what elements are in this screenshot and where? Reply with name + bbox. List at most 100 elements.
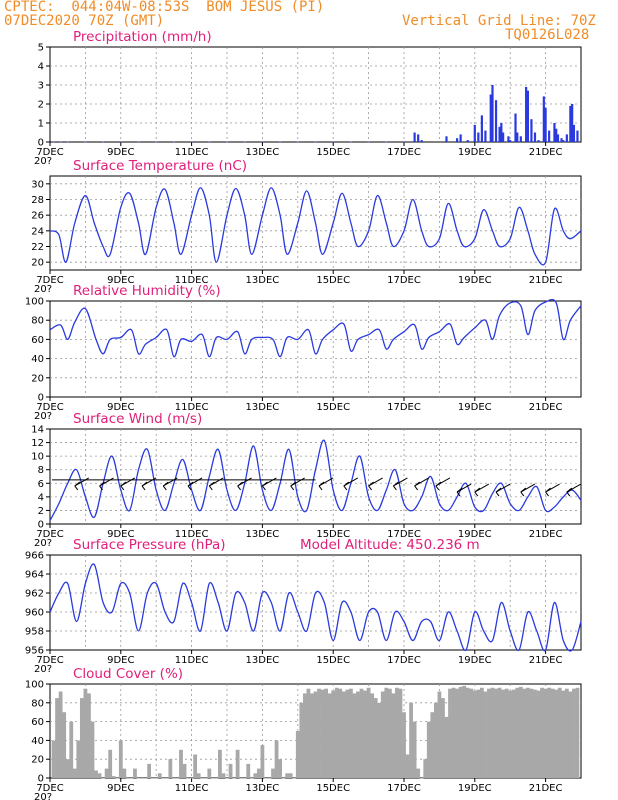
data-bar xyxy=(242,778,247,779)
x-tick-label: 9DEC xyxy=(107,402,134,413)
data-bar xyxy=(143,778,148,779)
data-bar xyxy=(356,691,360,778)
panel-title: Surface Temperature (nC) xyxy=(73,158,247,174)
y-tick-label: 24 xyxy=(31,226,44,237)
y-tick-label: 964 xyxy=(25,570,44,581)
data-bar xyxy=(533,132,537,142)
y-tick-label: 80 xyxy=(31,698,44,709)
header-grid-line: Vertical Grid Line: 70Z xyxy=(402,13,596,29)
data-bar xyxy=(445,136,448,142)
x-tick-label: 7DEC xyxy=(36,655,63,666)
x-tick-label: 19DEC xyxy=(458,529,492,540)
wind-arrow-head xyxy=(343,485,348,491)
data-bar xyxy=(79,698,84,778)
data-bar xyxy=(491,85,494,142)
data-bar xyxy=(423,759,428,778)
x-tick-label: 11DEC xyxy=(175,402,209,413)
data-bar xyxy=(501,689,506,778)
y-tick-label: 40 xyxy=(31,354,44,365)
data-bar xyxy=(564,688,569,778)
data-bar xyxy=(568,691,573,778)
x-tick-label: 21DEC xyxy=(529,529,563,540)
data-bar xyxy=(208,141,211,143)
data-bar xyxy=(487,688,491,778)
wind-arrow-head xyxy=(368,485,373,491)
data-bar xyxy=(395,687,399,778)
wind-arrow-head xyxy=(120,481,127,487)
data-bar xyxy=(554,689,559,778)
x-tick-label: 19DEC xyxy=(458,147,492,158)
data-bar xyxy=(529,688,534,778)
data-bar xyxy=(448,688,452,778)
data-bar xyxy=(569,105,572,142)
data-bar xyxy=(543,688,548,778)
y-tick-label: 962 xyxy=(25,589,44,600)
x-tick-label: 19DEC xyxy=(458,402,492,413)
x-tick-label: 17DEC xyxy=(387,529,421,540)
data-bar xyxy=(295,731,300,778)
wind-arrow-head xyxy=(74,485,79,491)
data-bar xyxy=(310,693,314,778)
data-bar xyxy=(476,689,481,778)
y-tick-label: 966 xyxy=(25,551,44,562)
x-tick-label: 11DEC xyxy=(175,655,209,666)
data-bar xyxy=(416,768,421,778)
x-tick-label: 13DEC xyxy=(246,529,280,540)
wind-arrow-head xyxy=(435,481,442,487)
data-bar xyxy=(84,141,87,143)
x-tick-label: 9DEC xyxy=(107,783,134,794)
data-bar xyxy=(444,716,449,778)
wind-arrow-head xyxy=(392,485,397,491)
data-bar xyxy=(164,778,169,779)
data-bar xyxy=(555,128,558,142)
data-bar xyxy=(489,94,492,142)
year-corner-label: 20? xyxy=(34,156,52,167)
x-tick-label: 15DEC xyxy=(316,402,350,413)
data-bar xyxy=(264,778,268,779)
data-bar xyxy=(526,90,529,142)
data-bar xyxy=(377,702,382,778)
data-bar xyxy=(507,136,510,142)
x-tick-label: 7DEC xyxy=(36,147,63,158)
y-tick-label: 4 xyxy=(38,492,44,503)
data-bar xyxy=(472,690,477,778)
data-bar xyxy=(147,763,152,778)
data-bar xyxy=(246,763,251,778)
x-tick-label: 21DEC xyxy=(529,147,563,158)
data-bar xyxy=(253,773,258,778)
data-bar xyxy=(402,141,406,143)
data-bar xyxy=(359,688,364,778)
y-tick-label: 40 xyxy=(31,736,44,747)
panel-title: Surface Pressure (hPa) xyxy=(73,537,226,553)
data-bar xyxy=(225,778,229,779)
y-tick-label: 0 xyxy=(38,774,44,785)
y-tick-label: 956 xyxy=(25,646,44,657)
data-bar xyxy=(243,141,246,143)
x-tick-label: 15DEC xyxy=(316,783,350,794)
data-bar xyxy=(542,96,545,142)
header-station: CPTEC: 044:04W-08:53S BOM JESUS (PI) xyxy=(4,0,325,15)
data-bar xyxy=(90,721,95,778)
data-bar xyxy=(299,702,304,778)
data-bar xyxy=(556,134,560,142)
data-bar xyxy=(313,691,318,778)
wind-arrow-head xyxy=(162,481,169,487)
x-tick-label: 11DEC xyxy=(175,147,209,158)
data-bar xyxy=(235,749,240,778)
data-bar xyxy=(172,141,175,143)
wind-arrow-head xyxy=(495,487,502,493)
data-bar xyxy=(111,776,116,778)
data-bar xyxy=(341,691,346,778)
wind-arrow-head xyxy=(474,491,479,497)
data-bar xyxy=(466,140,469,142)
y-tick-label: 60 xyxy=(31,335,44,346)
x-tick-label: 9DEC xyxy=(107,147,134,158)
wind-arrow-head xyxy=(566,487,573,493)
wind-arrow-head xyxy=(435,485,440,491)
year-corner-label: 20? xyxy=(34,664,52,675)
data-bar xyxy=(441,698,445,778)
y-tick-label: 26 xyxy=(31,211,44,222)
wind-arrow-head xyxy=(99,481,105,487)
wind-arrow-head xyxy=(474,487,481,493)
data-bar xyxy=(575,687,580,778)
